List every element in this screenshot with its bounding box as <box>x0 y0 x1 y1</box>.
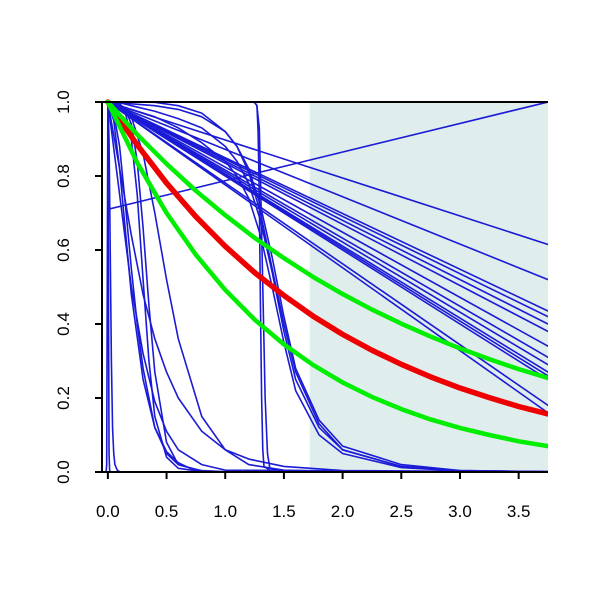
series-line-blue-4 <box>107 101 548 325</box>
x-tick-label: 1.0 <box>213 502 237 521</box>
shaded-region <box>309 102 548 472</box>
series-line-blue-6 <box>107 101 548 348</box>
x-tick-label: 3.0 <box>448 502 472 521</box>
y-tick-label: 0.4 <box>54 312 73 336</box>
series-line-blue-25 <box>107 101 548 473</box>
x-tick-label: 2.5 <box>389 502 413 521</box>
x-tick-label: 0.5 <box>155 502 179 521</box>
series-line-blue-1 <box>107 101 548 281</box>
series-line-blue-14 <box>107 101 548 211</box>
series-line-red-30 <box>105 99 548 417</box>
series-line-blue-7 <box>107 101 548 359</box>
y-tick-label: 0.2 <box>54 386 73 410</box>
series-line-green-32 <box>105 99 548 449</box>
series-line-blue-15 <box>107 101 548 473</box>
y-tick-label: 0.8 <box>54 164 73 188</box>
series-line-blue-11 <box>107 101 548 381</box>
x-tick-label: 3.5 <box>507 502 531 521</box>
series-line-blue-13 <box>107 101 548 414</box>
series-line-blue-5 <box>107 101 548 333</box>
series-line-blue-0 <box>107 101 548 246</box>
series-layer <box>104 99 548 473</box>
y-tick-label: 0.6 <box>54 238 73 262</box>
x-tick-label: 1.5 <box>272 502 296 521</box>
series-line-green-31 <box>105 99 548 381</box>
series-line-blue-27 <box>107 101 548 473</box>
y-tick-label: 0.0 <box>54 460 73 484</box>
y-tick-label: 1.0 <box>54 90 73 114</box>
x-tick-label: 0.0 <box>96 502 120 521</box>
series-line-blue-24 <box>107 101 548 473</box>
x-tick-label: 2.0 <box>331 502 355 521</box>
series-line-blue-3 <box>107 101 548 318</box>
axis-layer: 0.0 0.5 1.0 1.5 2.0 2.5 3.0 3.5 0.0 0.2 0.4 0.6 0.8 1… <box>54 90 548 521</box>
series-line-blue-2 <box>107 101 548 312</box>
shaded-region-layer <box>309 102 548 472</box>
series-line-blue-8 <box>107 101 548 366</box>
